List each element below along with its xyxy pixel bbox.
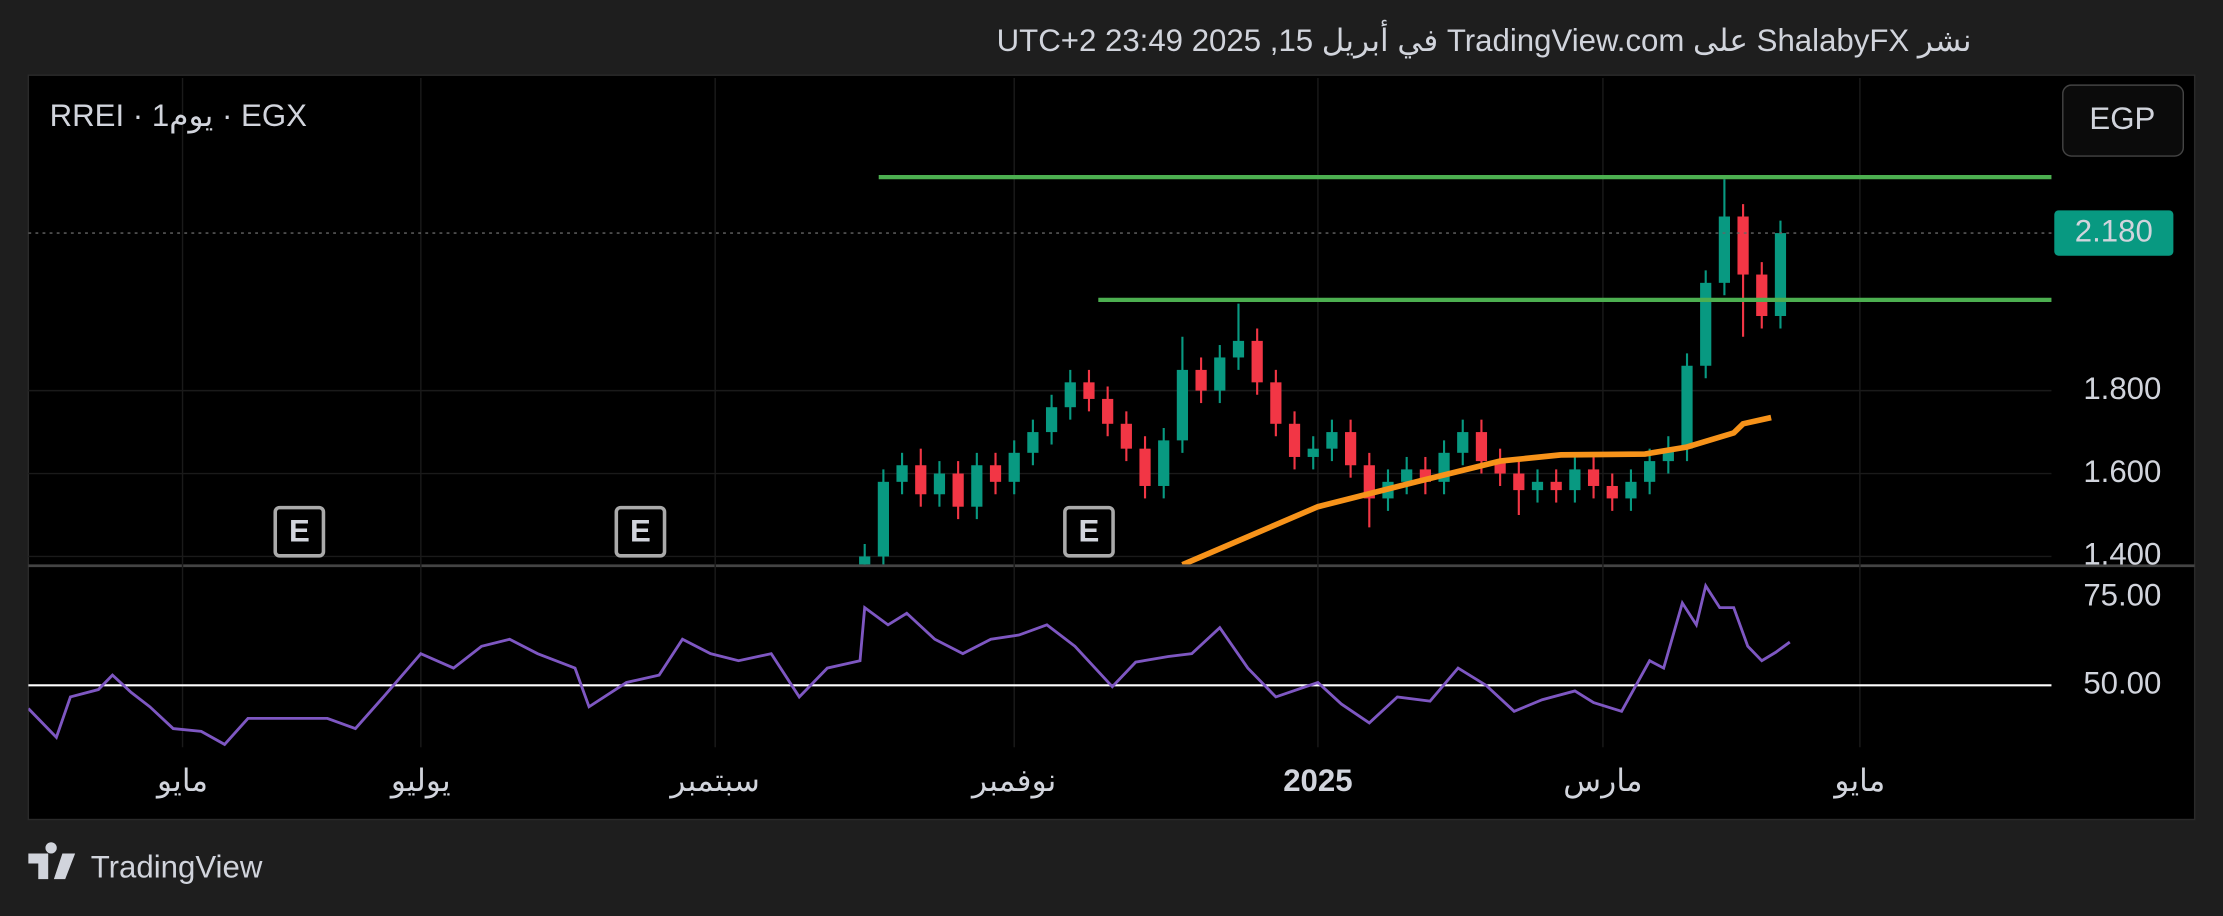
candle-body	[1737, 216, 1749, 275]
last-price-box	[2054, 210, 2174, 256]
candle-body	[859, 556, 871, 565]
candle-body	[1756, 274, 1768, 317]
x-tick-label: نوفمبر	[970, 763, 1056, 799]
y-tick-label: 50.00	[2083, 666, 2161, 701]
candle-body	[1158, 440, 1170, 486]
earnings-label: E	[289, 513, 310, 548]
candle-body	[1662, 448, 1674, 462]
candle-body	[952, 473, 964, 507]
earnings-label: E	[1079, 513, 1100, 548]
publish-info: نشر ShalabyFX على TradingView.com في أبر…	[997, 20, 1972, 59]
candle-body	[1307, 448, 1319, 457]
candle-body	[1401, 469, 1413, 482]
candle-body	[1270, 382, 1282, 424]
candle-body	[1008, 452, 1020, 482]
candle-body	[1251, 340, 1263, 383]
candle-body	[1700, 282, 1712, 366]
candle-body	[1550, 481, 1562, 491]
candle-body	[1102, 398, 1114, 424]
candle-body	[1326, 432, 1338, 449]
candle-body	[915, 465, 927, 495]
x-tick-label: مايو	[155, 763, 208, 799]
candle-body	[1195, 369, 1207, 391]
candle-body	[1120, 423, 1132, 449]
candle-body	[896, 465, 908, 482]
logo-mark	[28, 842, 76, 880]
earnings-marker	[614, 505, 667, 558]
candle-body	[1064, 382, 1076, 408]
candle-body	[1531, 481, 1544, 491]
candle-body	[1494, 461, 1506, 474]
earnings-marker	[273, 505, 326, 558]
candle-body	[1625, 481, 1637, 499]
rsi-line	[28, 582, 1791, 747]
candle-body	[933, 473, 946, 495]
earnings-marker	[1063, 505, 1115, 558]
candle-body	[1644, 461, 1656, 482]
candle-body	[1288, 423, 1301, 457]
y-tick-label: 1.600	[2083, 454, 2161, 489]
candle-body	[1457, 432, 1469, 453]
currency-box[interactable]	[2062, 84, 2185, 157]
x-tick-label: 2025	[1283, 763, 1352, 798]
candle-body	[1569, 469, 1581, 491]
chart-frame	[27, 74, 2196, 821]
x-tick-label: مايو	[1832, 763, 1885, 799]
candle-body	[1139, 448, 1151, 486]
candle-body	[1475, 432, 1488, 462]
candle-body	[1419, 469, 1431, 482]
x-tick-label: مارس	[1563, 763, 1642, 799]
candle-body	[1774, 233, 1787, 317]
candle-body	[1438, 452, 1450, 482]
candle-body	[1232, 340, 1245, 358]
candle-body	[1214, 357, 1226, 391]
candle-body	[877, 481, 889, 557]
candle-body	[1681, 365, 1693, 449]
candle-body	[1176, 369, 1189, 441]
logo: TradingView	[28, 842, 263, 884]
y-tick-label: 75.00	[2083, 578, 2161, 613]
moving-average	[1181, 414, 1772, 565]
x-tick-label: سبتمبر	[668, 763, 760, 799]
candle-body	[1345, 432, 1357, 466]
chart-layer: مايو يوليو سبتمبر نوفمبر 2025 مارس مايو 1.400 1.…	[28, 78, 2174, 799]
earnings-label: E	[630, 513, 651, 548]
candle-body	[1513, 473, 1525, 491]
candle-body	[1027, 432, 1039, 453]
y-tick-label: 1.400	[2083, 537, 2161, 572]
symbol-title: RREI · 1يوم · EGX	[50, 98, 307, 134]
candle-body	[1363, 465, 1375, 499]
candle-body	[1083, 382, 1095, 399]
candle-body	[1045, 407, 1058, 433]
last-price-label: 2.180	[2075, 213, 2153, 248]
brand: TradingView	[91, 849, 263, 884]
x-tick-label: يوليو	[389, 763, 451, 799]
candle-body	[989, 465, 1002, 482]
candle-body	[1718, 216, 1731, 283]
currency[interactable]: EGP	[2089, 101, 2155, 136]
candle-body	[971, 465, 983, 507]
candle-body	[1606, 485, 1618, 499]
candle-body	[1587, 469, 1600, 486]
candles	[859, 179, 1787, 565]
y-tick-label: 1.800	[2083, 371, 2161, 406]
